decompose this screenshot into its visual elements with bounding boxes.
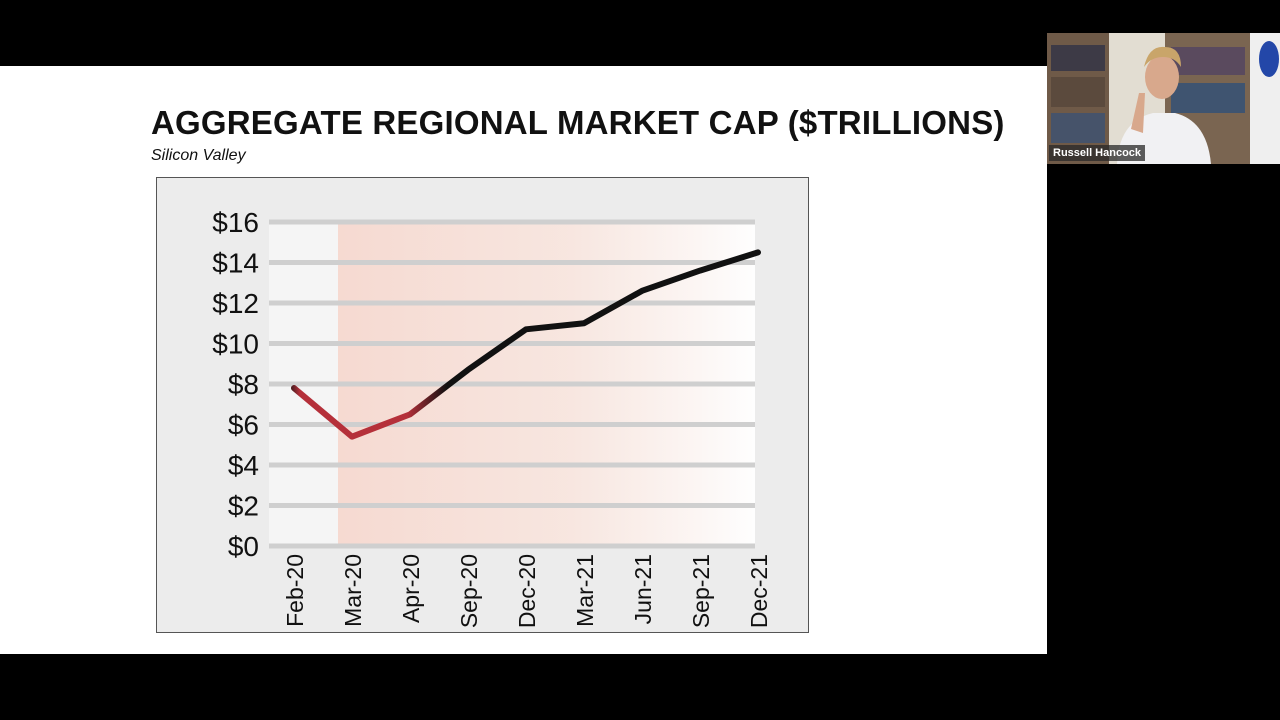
series-line-market-cap [291,249,761,440]
x-tick-label: Mar-21 [572,554,598,627]
participant-video-feed [1047,33,1280,164]
y-tick-label: $16 [212,207,259,238]
data-point [407,411,413,417]
x-tick-label: Sep-20 [456,554,482,628]
x-tick-label: Sep-21 [688,554,714,628]
slide-title: AGGREGATE REGIONAL MARKET CAP ($TRILLION… [151,104,1005,141]
data-point [465,367,471,373]
y-tick-label: $4 [228,450,259,481]
x-tick-label: Jun-21 [630,554,656,624]
slide-subtitle: Silicon Valley [151,147,246,164]
x-tick-label: Dec-20 [514,554,540,628]
x-tick-label: Mar-20 [340,554,366,627]
data-point [639,288,645,294]
slide: AGGREGATE REGIONAL MARKET CAP ($TRILLION… [0,66,1047,654]
data-point [291,385,297,391]
x-tick-label: Feb-20 [282,554,308,627]
y-tick-label: $10 [212,329,259,360]
data-point [523,326,529,332]
data-point [581,320,587,326]
market-cap-chart: $0 $2 $4 $6 $8 $10 $12 $14 $16 Feb-20 Mar-20 Apr-2… [212,207,772,628]
chart-frame: $0 $2 $4 $6 $8 $10 $12 $14 $16 Feb-20 Mar-20 Apr-2… [156,177,809,633]
y-tick-label: $6 [228,410,259,441]
y-tick-label: $12 [212,288,259,319]
y-tick-label: $2 [228,491,259,522]
x-tick-label: Apr-20 [398,554,424,623]
data-point [349,434,355,440]
participant-video-tile[interactable]: Russell Hancock [1047,33,1280,164]
y-tick-label: $0 [228,531,259,562]
data-point [755,249,761,255]
participant-name-tag: Russell Hancock [1049,145,1146,161]
data-point [697,268,703,274]
y-tick-label: $14 [212,248,259,279]
x-tick-label: Dec-21 [746,554,772,628]
y-tick-label: $8 [228,369,259,400]
